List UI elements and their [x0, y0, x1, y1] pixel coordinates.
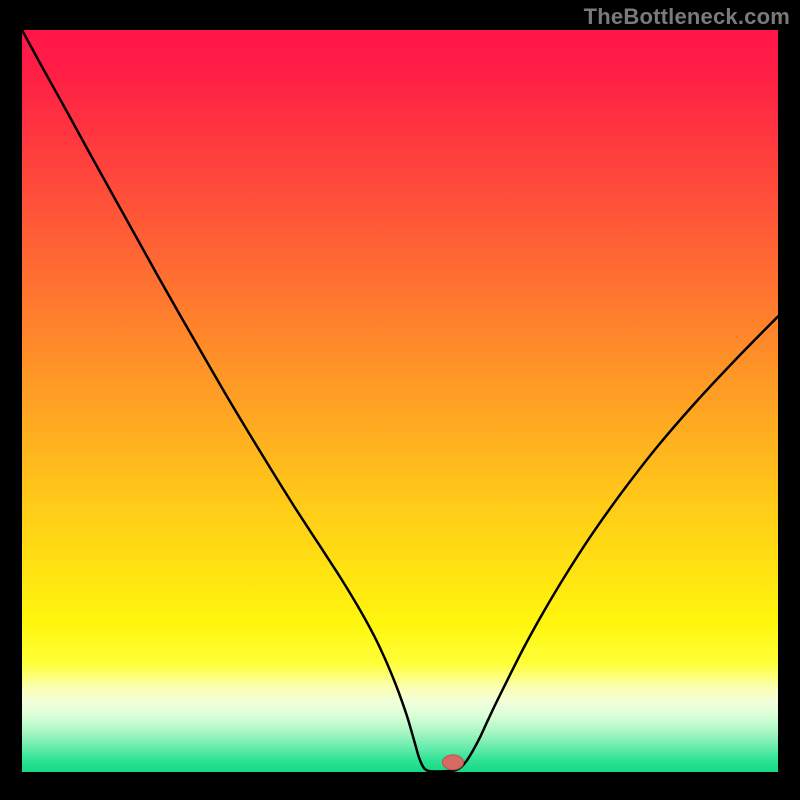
optimal-marker: [442, 755, 463, 770]
chart-plot-area: [22, 30, 778, 772]
chart-frame: [22, 30, 778, 772]
watermark-text: TheBottleneck.com: [584, 4, 790, 30]
chart-background: [22, 30, 778, 772]
chart-svg: [22, 30, 778, 772]
